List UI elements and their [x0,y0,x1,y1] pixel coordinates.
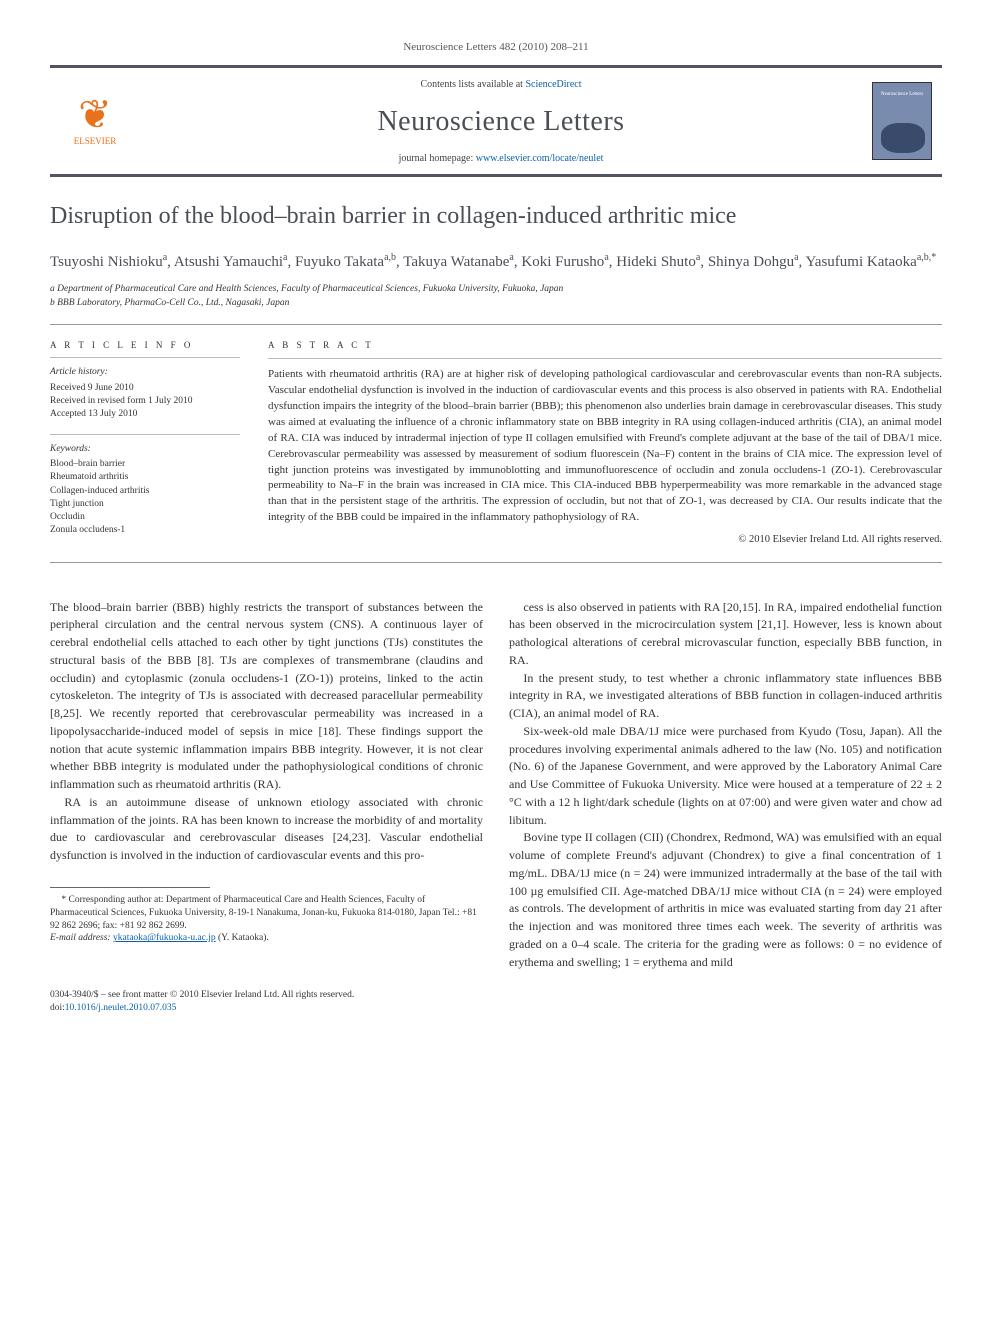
homepage-prefix: journal homepage: [399,153,476,164]
email-suffix: (Y. Kataoka). [216,933,269,943]
publisher-logo-block: ❦ ELSEVIER [50,68,140,173]
article-body: The blood–brain barrier (BBB) highly res… [50,599,942,972]
body-paragraph: Six-week-old male DBA/1J mice were purch… [509,723,942,830]
authors-list: Tsuyoshi Nishiokua, Atsushi Yamauchia, F… [50,250,942,274]
front-matter-line: 0304-3940/$ – see front matter © 2010 El… [50,989,942,1002]
corresponding-email-link[interactable]: ykataoka@fukuoka-u.ac.jp [113,933,216,943]
body-paragraph: Bovine type II collagen (CII) (Chondrex,… [509,829,942,971]
info-separator [50,434,240,435]
doi-prefix: doi: [50,1003,65,1013]
body-paragraph: In the present study, to test whether a … [509,670,942,723]
keyword-line: Zonula occludens-1 [50,524,240,537]
journal-citation: Neuroscience Letters 482 (2010) 208–211 [50,40,942,55]
body-paragraph: RA is an autoimmune disease of unknown e… [50,794,483,865]
history-line: Received 9 June 2010 [50,382,240,395]
article-info-heading: A R T I C L E I N F O [50,339,240,352]
affiliation-line: b BBB Laboratory, PharmaCo-Cell Co., Ltd… [50,297,942,310]
keyword-line: Tight junction [50,498,240,511]
page-footer: 0304-3940/$ – see front matter © 2010 El… [50,989,942,1015]
elsevier-logo: ❦ ELSEVIER [74,95,117,148]
keyword-line: Occludin [50,511,240,524]
elsevier-tree-icon: ❦ [74,95,117,135]
article-title: Disruption of the blood–brain barrier in… [50,201,942,232]
affiliation-line: a Department of Pharmaceutical Care and … [50,283,942,296]
journal-cover-thumbnail: Neuroscience Letters [872,82,932,160]
contents-prefix: Contents lists available at [420,79,525,90]
body-paragraph: cess is also observed in patients with R… [509,599,942,670]
keyword-line: Blood–brain barrier [50,458,240,471]
corresponding-text: * Corresponding author at: Department of… [50,895,477,931]
publisher-name: ELSEVIER [74,135,117,148]
email-label: E-mail address: [50,933,113,943]
article-history-block: Article history: Received 9 June 2010Rec… [50,366,240,421]
history-line: Received in revised form 1 July 2010 [50,395,240,408]
affiliations: a Department of Pharmaceutical Care and … [50,283,942,310]
abstract-text: Patients with rheumatoid arthritis (RA) … [268,367,942,526]
keyword-line: Collagen-induced arthritis [50,485,240,498]
section-divider [50,324,942,325]
info-separator [268,358,942,359]
sciencedirect-link[interactable]: ScienceDirect [525,79,581,90]
footnote-separator [50,887,210,888]
masthead: ❦ ELSEVIER Contents lists available at S… [50,65,942,176]
info-separator [50,357,240,358]
abstract-heading: A B S T R A C T [268,339,942,352]
homepage-link[interactable]: www.elsevier.com/locate/neulet [476,153,604,164]
article-info-column: A R T I C L E I N F O Article history: R… [50,339,240,550]
history-label: Article history: [50,366,240,379]
body-paragraph: The blood–brain barrier (BBB) highly res… [50,599,483,794]
corresponding-author-footnote: * Corresponding author at: Department of… [50,894,483,945]
doi-link[interactable]: 10.1016/j.neulet.2010.07.035 [65,1003,177,1013]
homepage-line: journal homepage: www.elsevier.com/locat… [140,152,862,166]
history-line: Accepted 13 July 2010 [50,408,240,421]
abstract-column: A B S T R A C T Patients with rheumatoid… [268,339,942,550]
keywords-label: Keywords: [50,443,240,456]
journal-title: Neuroscience Letters [140,102,862,141]
contents-line: Contents lists available at ScienceDirec… [140,78,862,92]
keywords-block: Keywords: Blood–brain barrierRheumatoid … [50,443,240,538]
keyword-line: Rheumatoid arthritis [50,471,240,484]
abstract-copyright: © 2010 Elsevier Ireland Ltd. All rights … [268,532,942,547]
